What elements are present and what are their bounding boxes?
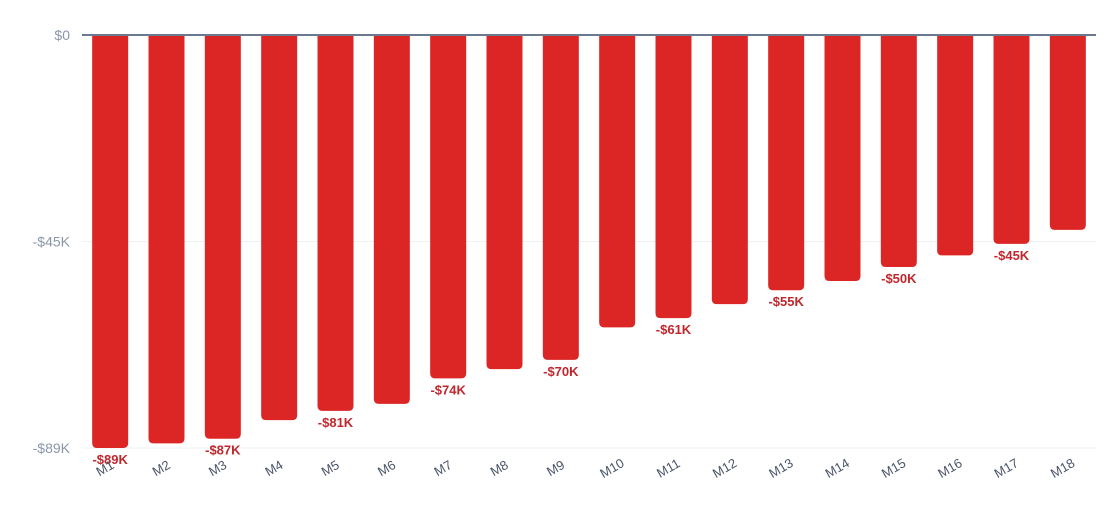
data-label: -$87K (205, 443, 241, 458)
data-label: -$81K (318, 415, 354, 430)
bar-m13 (768, 35, 805, 291)
x-tick-label: M16 (935, 455, 964, 481)
x-tick-label: M5 (319, 457, 342, 479)
bar-m7 (430, 35, 467, 379)
bar-m6 (373, 35, 410, 404)
x-tick-label: M13 (766, 455, 795, 481)
y-tick-label: -$89K (33, 440, 71, 456)
y-tick-label: $0 (54, 27, 70, 43)
x-tick-label: M7 (431, 457, 454, 479)
data-label: -$74K (430, 382, 466, 397)
x-tick-label: M10 (597, 455, 626, 481)
bar-m1 (92, 35, 129, 448)
bar-m5 (317, 35, 354, 411)
x-tick-label: M17 (992, 455, 1021, 481)
bar-m9 (542, 35, 579, 360)
bar-m3 (204, 35, 241, 439)
x-tick-label: M6 (375, 457, 398, 479)
x-axis-ticks: M1 M2 M3 M4 M5 M6 M7 M8 M9 M10 M11 M12 M13 M14 M15 M16 M… (93, 455, 1077, 481)
x-tick-label: M3 (206, 457, 229, 479)
grid-lines (82, 241, 1096, 449)
data-label: -$45K (994, 248, 1030, 263)
x-tick-label: M11 (654, 456, 683, 481)
x-tick-label: M14 (823, 455, 852, 481)
data-label: -$70K (543, 364, 579, 379)
data-label: -$89K (92, 452, 128, 467)
bar-m2 (148, 35, 185, 444)
bar-m16 (937, 35, 974, 256)
bar-m12 (711, 35, 748, 305)
x-tick-label: M12 (710, 455, 739, 481)
data-label: -$55K (768, 294, 804, 309)
bar-m17 (993, 35, 1030, 244)
bar-m18 (1049, 35, 1086, 230)
data-label: -$50K (881, 271, 917, 286)
bars (92, 35, 1086, 448)
bar-m15 (880, 35, 917, 268)
data-labels: -$89K -$87K -$81K -$74K -$70K -$61K -$55K -$50K… (92, 248, 1029, 467)
x-tick-label: M9 (544, 457, 567, 479)
bar-m10 (599, 35, 636, 328)
x-tick-label: M8 (488, 457, 511, 479)
x-tick-label: M4 (262, 457, 285, 479)
data-label: -$61K (656, 322, 692, 337)
x-tick-label: M18 (1048, 455, 1077, 481)
bar-m14 (824, 35, 861, 281)
y-axis-ticks: $0 -$45K -$89K (33, 27, 71, 456)
x-tick-label: M2 (150, 457, 173, 479)
x-tick-label: M15 (879, 455, 908, 481)
y-tick-label: -$45K (33, 234, 71, 250)
bar-m8 (486, 35, 523, 370)
bar-m4 (261, 35, 298, 421)
bar-m11 (655, 35, 692, 319)
